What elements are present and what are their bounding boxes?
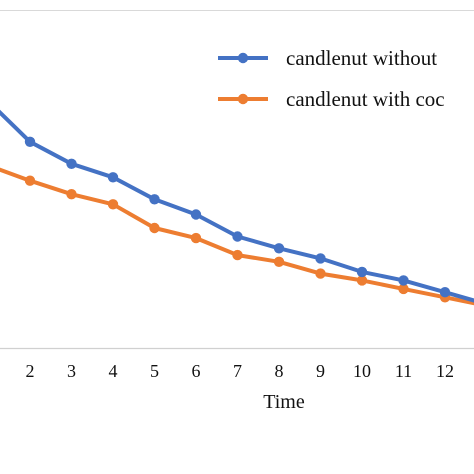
data-point	[24, 175, 36, 186]
data-point	[273, 243, 285, 254]
data-point	[356, 275, 368, 286]
x-tick-label: 9	[316, 361, 325, 381]
data-point	[398, 275, 409, 286]
data-point	[439, 287, 451, 298]
legend-label: candlenut with coc	[286, 87, 445, 111]
data-point	[190, 209, 202, 220]
data-point	[107, 199, 119, 210]
data-point	[66, 158, 77, 169]
legend-label: candlenut without	[286, 46, 437, 70]
data-point	[315, 268, 326, 279]
data-point	[149, 222, 160, 234]
x-tick-label: 4	[109, 361, 118, 381]
x-tick-label: 2	[26, 361, 35, 381]
data-point	[24, 136, 36, 147]
data-point	[107, 172, 119, 183]
data-point	[149, 194, 160, 205]
x-tick-label: 6	[192, 361, 201, 381]
x-tick-label: 12	[436, 361, 454, 381]
x-tick-label: 8	[275, 361, 284, 381]
x-tick-label: 5	[150, 361, 159, 381]
data-point	[356, 266, 368, 278]
x-tick-label: 10	[353, 361, 371, 381]
data-point	[398, 283, 409, 295]
data-point	[190, 232, 202, 244]
data-point	[232, 231, 243, 242]
x-tick-label: 3	[67, 361, 76, 381]
data-point	[315, 253, 326, 264]
data-point	[273, 256, 285, 267]
x-tick-label: 7	[233, 361, 242, 381]
series-line	[0, 109, 474, 303]
x-axis-title: Time	[263, 391, 305, 413]
legend-marker	[237, 93, 249, 105]
data-point	[232, 249, 243, 261]
legend-marker	[237, 52, 249, 64]
x-tick-label: 11	[395, 361, 412, 381]
data-point	[66, 189, 77, 200]
legend: candlenut without candlenut with coc	[218, 46, 445, 111]
